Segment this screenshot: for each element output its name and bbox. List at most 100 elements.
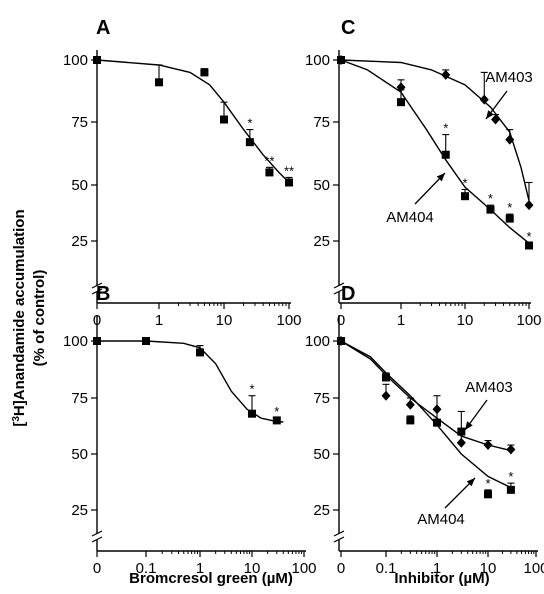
significance-label: **: [284, 163, 294, 178]
y-tick-label: 50: [313, 446, 330, 463]
data-point-square: [525, 241, 533, 250]
data-point-square: [142, 337, 150, 345]
data-point-square: [265, 168, 274, 177]
callout-arrowhead: [436, 173, 445, 182]
y-tick-label: 100: [63, 333, 88, 350]
x-tick-label: 0: [337, 560, 345, 577]
data-point-square: [196, 348, 204, 357]
y-tick-label: 75: [313, 114, 330, 131]
callout-arrowhead: [465, 421, 473, 430]
y-tick-label: 25: [71, 502, 88, 519]
x-tick-label: 100: [523, 560, 544, 577]
x-tick-label: 10: [457, 312, 474, 329]
series-callout-am403: AM403: [485, 69, 533, 86]
series-callout-am404: AM404: [386, 209, 434, 226]
significance-label: *: [508, 469, 513, 484]
significance-label: *: [462, 175, 467, 190]
data-point-square: [93, 337, 101, 345]
data-point-diamond: [456, 437, 466, 448]
fit-curve-am403: [340, 340, 512, 452]
y-axis-break-mark: [333, 530, 345, 537]
x-tick-label: 100: [516, 312, 541, 329]
x-tick-label: 100: [276, 312, 301, 329]
fit-curve: [97, 340, 284, 423]
data-point-square: [337, 337, 345, 345]
data-point-square: [248, 409, 256, 418]
x-axis-label-left: Bromcresol green (µM): [129, 570, 293, 587]
data-point-diamond: [505, 134, 515, 145]
data-point-square: [505, 214, 514, 223]
y-tick-label: 25: [313, 502, 330, 519]
y-axis-break-mark: [91, 282, 103, 289]
significance-label: *: [274, 404, 279, 419]
y-label-main: Anandamide accumulation: [11, 209, 28, 400]
y-axis-label-line1: [3H]Anandamide accumulation: [11, 209, 29, 426]
y-axis-break-mark: [333, 536, 345, 543]
significance-label: *: [443, 121, 448, 136]
x-tick-label: 1: [196, 560, 204, 577]
significance-label: *: [249, 382, 254, 397]
data-point-diamond: [381, 390, 391, 401]
panel-letter-A: A: [96, 17, 110, 39]
series-callout-am403: AM403: [465, 379, 513, 396]
fit-curve-am403: [340, 59, 530, 201]
significance-label: *: [507, 200, 512, 215]
x-tick-label: 100: [291, 560, 316, 577]
data-point-square: [200, 68, 209, 77]
panel-letter-C: C: [341, 17, 355, 39]
y-axis-break-mark: [333, 282, 345, 289]
y-tick-label: 25: [313, 233, 330, 250]
data-point-square: [220, 115, 228, 124]
x-tick-label: 10: [244, 560, 261, 577]
x-tick-label: 10: [480, 560, 497, 577]
data-point-diamond: [524, 200, 534, 211]
data-point-square: [484, 490, 492, 499]
x-tick-label: 0: [93, 560, 101, 577]
data-point-square: [457, 427, 466, 436]
y-tick-label: 50: [71, 177, 88, 194]
data-point-square: [486, 205, 495, 214]
data-point-diamond: [506, 444, 516, 455]
data-point-diamond: [405, 399, 415, 410]
data-point-square: [441, 150, 450, 159]
fit-curve-am404: [340, 340, 512, 489]
x-tick-label: 1: [433, 560, 441, 577]
data-point-square: [93, 56, 101, 64]
data-point-diamond: [441, 69, 451, 80]
significance-label: *: [488, 191, 493, 206]
x-tick-label: 1: [155, 312, 163, 329]
y-tick-label: 75: [71, 390, 88, 407]
series-callout-am404: AM404: [417, 511, 465, 528]
y-axis-break-mark: [91, 536, 103, 543]
x-tick-label: 1: [397, 312, 405, 329]
data-point-square: [155, 78, 163, 87]
x-axis-label-right: Inhibitor (µM): [394, 570, 489, 587]
data-point-square: [397, 98, 405, 107]
significance-label: *: [485, 476, 490, 491]
panel-A: A2550751000110100*****: [63, 17, 302, 329]
y-tick-label: 75: [71, 114, 88, 131]
y-tick-label: 100: [305, 333, 330, 350]
data-point-square: [337, 56, 345, 64]
y-axis-break-mark: [91, 288, 103, 295]
y-tick-label: 25: [71, 233, 88, 250]
y-tick-label: 50: [71, 446, 88, 463]
callout-arrowhead: [466, 478, 475, 487]
data-point-square: [461, 192, 469, 201]
x-tick-label: 0: [337, 312, 345, 329]
y-label-open: [: [11, 422, 28, 427]
significance-label: *: [526, 229, 531, 244]
data-point-square: [285, 178, 293, 187]
y-tick-label: 75: [313, 390, 330, 407]
y-axis-label-line2: (% of control): [31, 270, 48, 367]
panel-C: C 25 50 75 100 0 1 10 100 * * * * * AM403 AM404: [305, 17, 542, 329]
fit-curve: [96, 59, 290, 183]
data-point-square: [506, 485, 515, 494]
y-axis-break-mark: [333, 288, 345, 295]
data-point-diamond: [491, 114, 501, 125]
panel-letter-D: D: [341, 283, 355, 305]
x-tick-label: 0.1: [136, 560, 157, 577]
